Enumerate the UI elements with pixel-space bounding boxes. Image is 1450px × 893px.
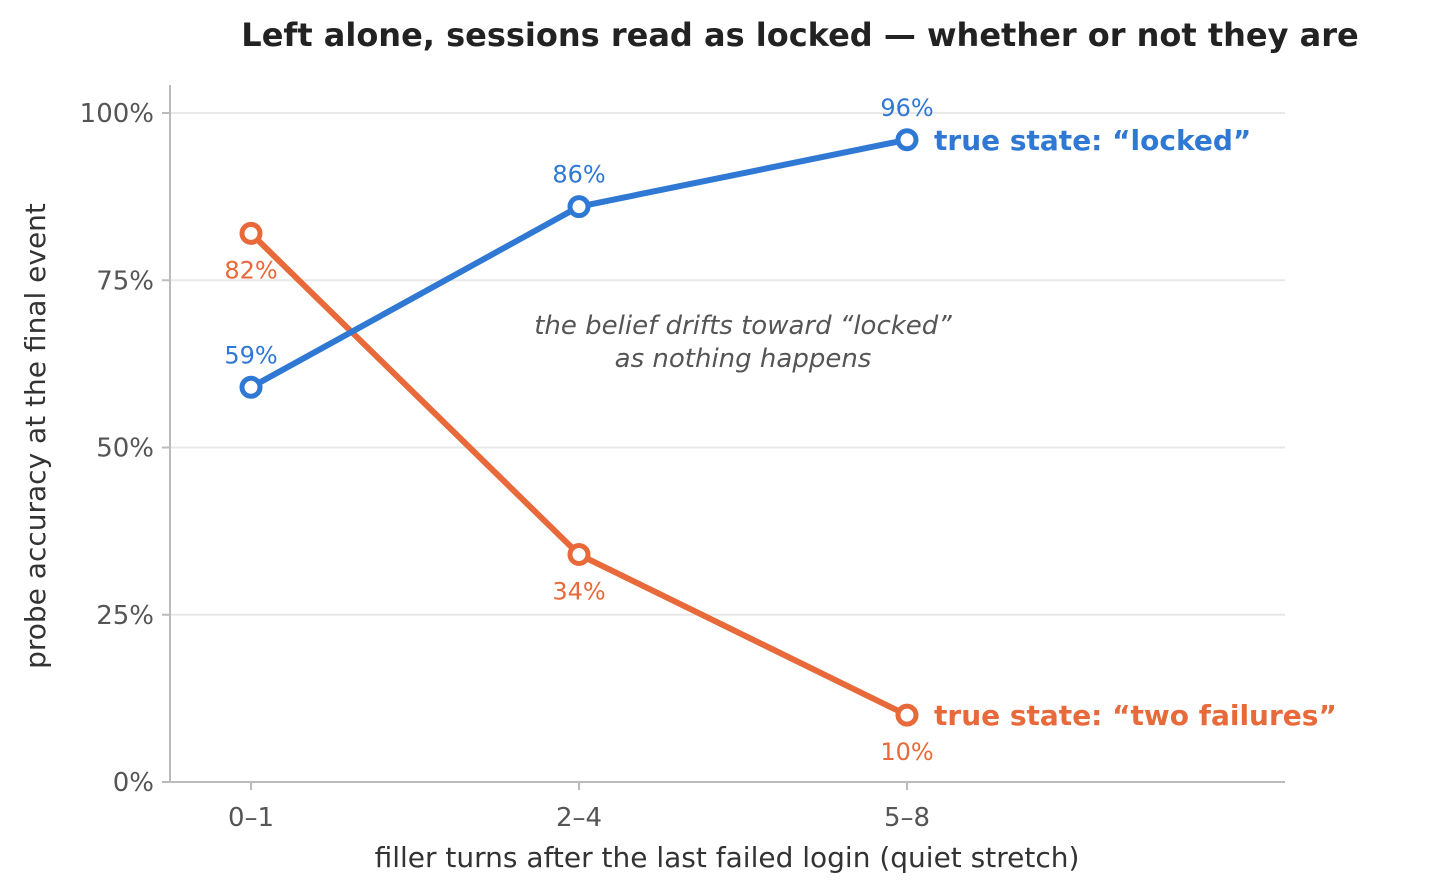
y-tick-label: 25% [96,601,154,631]
axes [162,85,1285,790]
y-tick-label: 75% [96,266,154,296]
data-point [239,221,263,245]
y-tick-label: 100% [80,99,154,129]
data-point [239,375,263,399]
x-tick-label: 0–1 [228,803,274,833]
series-0: 59% 86% 96%true state: “locked” [224,94,1251,399]
data-point [567,543,591,567]
y-axis-label: probe accuracy at the final event [19,203,52,669]
gridlines [170,112,1285,616]
y-tick-label: 50% [96,434,154,464]
data-label: 82% [224,256,277,284]
data-point [567,195,591,219]
data-point [895,703,919,727]
data-label: 10% [880,738,933,766]
data-label: 34% [552,578,605,606]
x-axis-label: filler turns after the last failed login… [375,841,1080,874]
data-point [895,128,919,152]
tick-labels: 0% 25% 50% 75% 100% 0–1 2–4 5–8 [80,99,930,833]
series: 82% 34% 10%true state: “two failures” 59% 86… [224,94,1337,766]
series-line [248,230,910,719]
annotation-line-2: as nothing happens [615,344,872,374]
annotation-line-1: the belief drifts toward “locked” [534,311,952,341]
chart-title: Left alone, sessions read as locked — wh… [241,16,1358,54]
data-label: 86% [552,161,605,189]
data-label: 96% [880,94,933,122]
x-tick-label: 2–4 [556,803,602,833]
series-label: true state: “locked” [934,124,1251,157]
data-label: 59% [224,341,277,369]
x-tick-label: 5–8 [884,803,930,833]
series-1: 82% 34% 10%true state: “two failures” [224,221,1337,766]
y-tick-label: 0% [113,768,154,798]
series-label: true state: “two failures” [934,699,1337,732]
